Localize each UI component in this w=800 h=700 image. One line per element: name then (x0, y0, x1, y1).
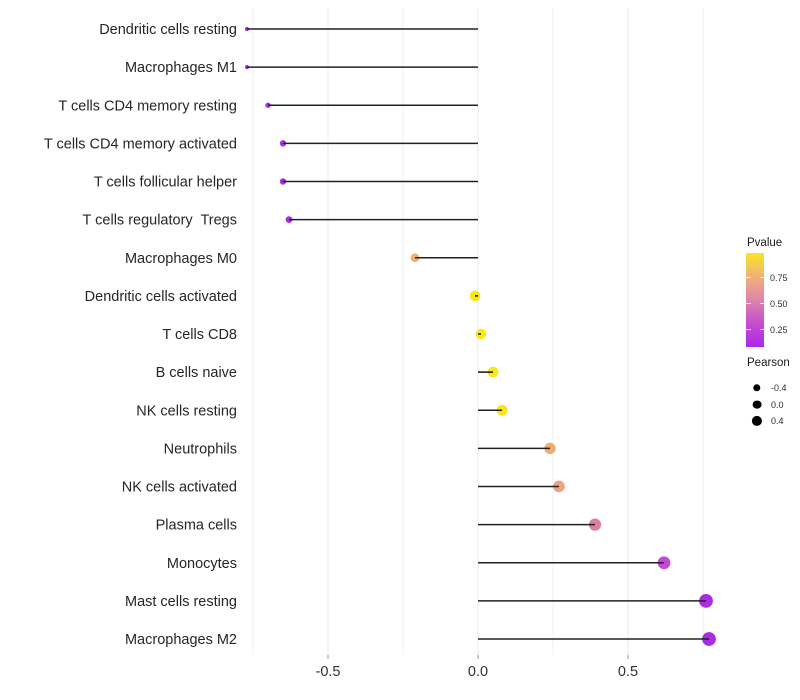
y-axis-label: B cells naive (156, 365, 237, 381)
pvalue-tick-label: 0.75 (770, 272, 788, 283)
y-axis-label: T cells CD4 memory activated (44, 136, 237, 152)
y-axis-label: Neutrophils (164, 441, 237, 457)
y-axis-label: T cells CD4 memory resting (58, 98, 237, 114)
y-axis-label: Monocytes (167, 556, 237, 572)
y-axis-label: Macrophages M2 (125, 632, 237, 648)
pvalue-bar-tick (759, 302, 764, 305)
legend-pvalue-title: Pvalue (747, 237, 783, 249)
y-axis-label: Macrophages M1 (125, 60, 237, 76)
y-axis-label: Dendritic cells resting (99, 22, 237, 38)
pearson-size-dot (752, 400, 762, 409)
y-axis-label: Plasma cells (156, 518, 237, 534)
pearson-size-label: 0.0 (771, 399, 784, 410)
pvalue-bar-tick (759, 276, 764, 279)
pearson-size-label: -0.4 (771, 382, 787, 393)
pvalue-tick-label: 0.25 (770, 324, 788, 335)
pvalue-gradient-bar (746, 253, 764, 347)
pvalue-bar-tick (759, 328, 764, 331)
y-axis-label: Dendritic cells activated (85, 289, 237, 305)
pearson-legend-item: -0.4 (744, 379, 800, 397)
pearson-size-label: 0.4 (771, 416, 784, 426)
x-axis-tick-label: 0.0 (468, 664, 488, 680)
pvalue-bar-tick (746, 276, 751, 279)
pearson-legend-item: 0.0 (744, 396, 800, 414)
y-axis-label: NK cells activated (122, 480, 237, 496)
pearson-size-dot (751, 415, 763, 427)
pvalue-bar-tick (746, 302, 751, 305)
pvalue-bar-tick (746, 328, 751, 331)
pvalue-tick-label: 0.50 (770, 298, 788, 309)
pearson-legend-item: 0.4 (744, 412, 800, 430)
y-axis-label: T cells regulatory Tregs (83, 213, 237, 229)
y-axis-label: T cells CD8 (162, 327, 237, 343)
y-axis-label: Mast cells resting (125, 594, 237, 610)
legend-pearson-title: Pearson (747, 357, 790, 369)
x-axis-tick-label: -0.5 (316, 664, 341, 680)
y-axis-label: T cells follicular helper (94, 175, 237, 191)
y-axis-label: Macrophages M0 (125, 251, 237, 267)
y-axis-label: NK cells resting (136, 403, 237, 419)
x-axis-tick-label: 0.5 (618, 664, 638, 680)
pearson-size-dot (753, 383, 761, 392)
